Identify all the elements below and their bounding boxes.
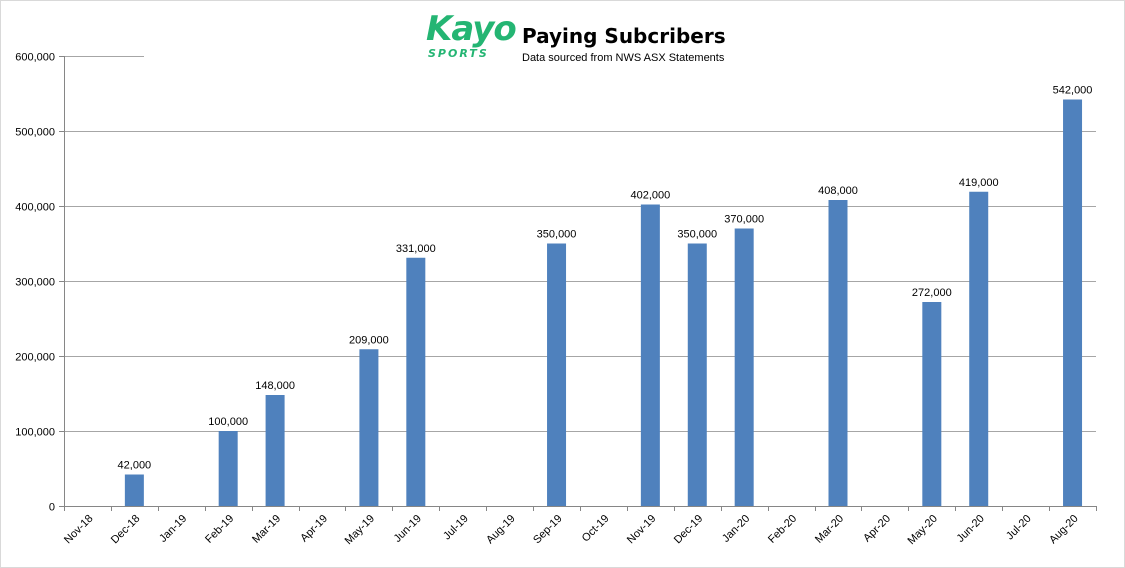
- kayo-logo-sports: SPORTS: [428, 47, 489, 60]
- x-tick-label: Feb-19: [203, 513, 236, 546]
- data-label: 42,000: [118, 460, 152, 472]
- y-tick-label: 100,000: [15, 427, 55, 439]
- y-tick-label: 0: [49, 502, 55, 514]
- x-tick-label: May-20: [906, 513, 940, 547]
- x-tick-label: Sep-19: [531, 513, 565, 547]
- kayo-logo: Kayo: [426, 9, 517, 49]
- x-tick-label: Dec-19: [672, 513, 706, 547]
- x-tick-label: Apr-20: [861, 513, 893, 545]
- bar: [547, 243, 567, 506]
- x-tick-label: Oct-19: [580, 513, 612, 545]
- y-tick-label: 500,000: [15, 127, 55, 139]
- chart-subtitle: Data sourced from NWS ASX Statements: [522, 52, 725, 64]
- y-tick-label: 400,000: [15, 202, 55, 214]
- y-tick-label: 300,000: [15, 277, 55, 289]
- bar: [734, 228, 754, 506]
- x-tick-label: Jan-19: [157, 513, 189, 545]
- x-axis: Nov-18 Dec-18 Jan-19 Feb-19 Mar-19 Apr-19 May-…: [62, 506, 1097, 547]
- x-tick-label: Jul-19: [441, 513, 471, 543]
- y-tick-label: 200,000: [15, 352, 55, 364]
- bar: [218, 431, 238, 506]
- data-label: 402,000: [630, 190, 670, 202]
- data-label: 331,000: [396, 243, 436, 255]
- x-tick-label: Aug-19: [484, 513, 518, 547]
- x-tick-label: Nov-18: [62, 513, 96, 547]
- data-label: 100,000: [208, 416, 248, 428]
- data-label: 370,000: [724, 214, 764, 226]
- data-label: 419,000: [959, 177, 999, 189]
- bar: [640, 204, 660, 506]
- data-label: 350,000: [677, 229, 717, 241]
- x-tick-label: Jan-20: [720, 513, 752, 545]
- x-tick-label: May-19: [343, 513, 377, 547]
- x-tick-label: Aug-20: [1047, 513, 1081, 547]
- x-tick-label: Mar-19: [250, 513, 283, 546]
- bar: [922, 302, 942, 506]
- x-tick-label: Nov-19: [625, 513, 659, 547]
- x-tick-label: Mar-20: [813, 513, 846, 546]
- bars: [124, 99, 1083, 506]
- x-tick-label: Apr-19: [298, 513, 330, 545]
- bar: [359, 349, 379, 506]
- data-label: 209,000: [349, 334, 389, 346]
- bar: [1063, 99, 1083, 506]
- x-tick-label: Dec-18: [109, 513, 143, 547]
- data-label: 408,000: [818, 185, 858, 197]
- bar: [124, 474, 144, 506]
- data-label: 350,000: [537, 229, 577, 241]
- y-axis: 0 100,000 200,000 300,000 400,000 500,000 600,…: [15, 52, 65, 514]
- x-tick-label: Jun-19: [392, 513, 424, 545]
- data-label: 148,000: [255, 380, 295, 392]
- data-label: 272,000: [912, 287, 952, 299]
- data-label: 542,000: [1053, 85, 1093, 97]
- value-labels: 42,000 100,000 148,000 209,000 331,000 350,00…: [118, 85, 1093, 472]
- bar: [969, 191, 989, 506]
- chart-title: Paying Subcribers: [522, 24, 726, 48]
- bar: [265, 395, 285, 506]
- x-tick-label: Jul-20: [1004, 513, 1034, 543]
- y-tick-label: 600,000: [15, 52, 55, 64]
- bar: [687, 243, 707, 506]
- bar: [828, 200, 848, 506]
- x-tick-label: Feb-20: [766, 513, 799, 546]
- x-tick-label: Jun-20: [955, 513, 987, 545]
- bar: [406, 257, 426, 506]
